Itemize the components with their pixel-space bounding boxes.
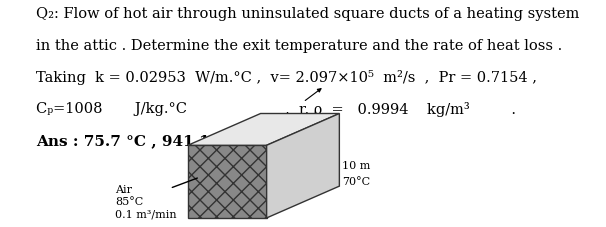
Text: 85°C: 85°C [115,197,144,207]
Text: Ans : 75.7 °C , 941.1 W: Ans : 75.7 °C , 941.1 W [36,134,233,148]
Text: 10 m: 10 m [342,161,371,171]
Text: Air: Air [115,185,132,195]
Polygon shape [267,114,339,218]
Polygon shape [188,145,267,218]
Text: ,  r, ρ  =   0.9994    kg/m³         .: , r, ρ = 0.9994 kg/m³ . [285,102,516,117]
Text: 70°C: 70°C [342,177,370,187]
Text: in the attic . Determine the exit temperature and the rate of heat loss .: in the attic . Determine the exit temper… [36,39,562,53]
Text: Taking  k = 0.02953  W/m.°C ,  v= 2.097×10⁵  m²/s  ,  Pr = 0.7154 ,: Taking k = 0.02953 W/m.°C , v= 2.097×10⁵… [36,70,538,85]
Text: Cₚ=1008       J/kg.°C: Cₚ=1008 J/kg.°C [36,102,187,116]
Polygon shape [188,114,339,145]
Text: 0.1 m³/min: 0.1 m³/min [115,210,177,220]
Text: Q₂: Flow of hot air through uninsulated square ducts of a heating system: Q₂: Flow of hot air through uninsulated … [36,7,580,21]
